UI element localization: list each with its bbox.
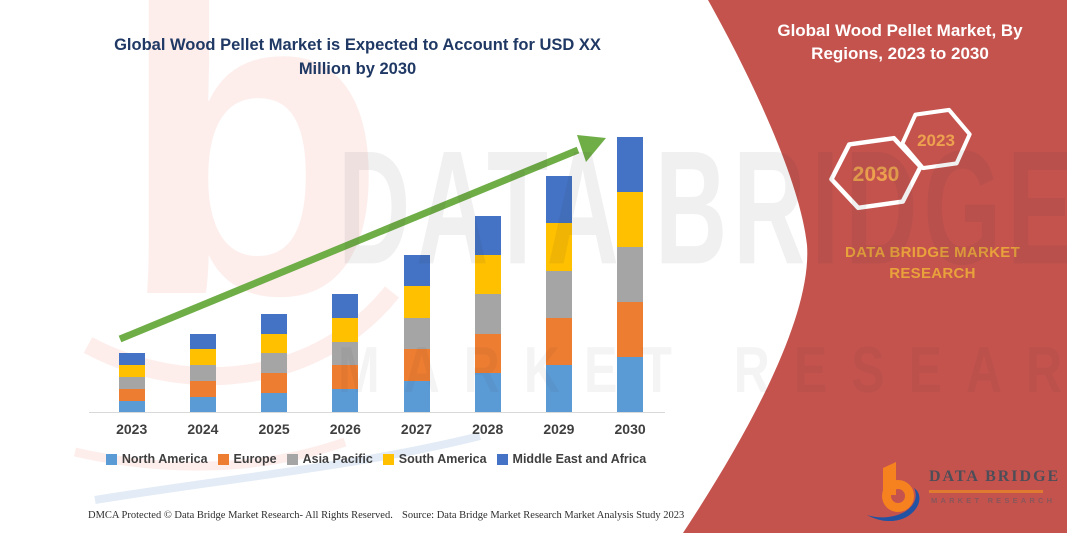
x-axis-label: 2028 [472,421,504,437]
bar-segment-asia-pacific [261,353,288,374]
bar-segment-north-america [189,396,216,413]
legend-item: South America [382,452,487,466]
x-axis-label: 2023 [116,421,148,437]
x-axis-label: 2027 [400,421,433,437]
legend-swatch [496,453,508,465]
bar-segment-middle-east-and-africa [617,136,644,192]
x-axis-label: 2030 [614,421,646,437]
bar-segment-europe [332,365,359,389]
year-hexagon-badges: 2030 2023 [829,107,972,211]
bar-segment-middle-east-and-africa [474,215,501,255]
logo-sub-text: MARKET RESEARCH [931,496,1056,505]
bar-segment-south-america [403,286,430,318]
chart-title: Global Wood Pellet Market is Expected to… [85,33,630,81]
bar-segment-north-america [332,388,359,413]
logo-b-icon [867,462,920,521]
bar-segment-south-america [617,191,644,248]
bar-segment-middle-east-and-africa [261,314,288,334]
bar-segment-asia-pacific [545,270,572,318]
bar-segment-south-america [332,317,359,342]
x-axis-label: 2025 [258,421,290,437]
legend-swatch [105,453,117,465]
legend-item: North America [105,452,208,466]
bar-segment-south-america [118,365,145,378]
bar-segment-south-america [189,349,216,366]
hexagon-2023 [900,107,972,171]
bar-segment-asia-pacific [332,341,359,366]
legend-item: Europe [217,452,277,466]
data-bridge-logo: DATA BRIDGE MARKET RESEARCH [865,455,1058,525]
bar-segment-middle-east-and-africa [189,333,216,350]
footer-source-text: Source: Data Bridge Market Research Mark… [402,510,685,521]
legend-label: Asia Pacific [302,452,373,466]
x-axis-label: 2026 [329,421,361,437]
brand-wordmark-text: DATA BRIDGE MARKET RESEARCH [844,244,1021,282]
bar-segment-south-america [261,333,288,354]
hexagon-2030-label: 2030 [853,163,900,186]
legend-item: Asia Pacific [286,452,373,466]
bar-segment-middle-east-and-africa [332,294,359,318]
bar-segment-south-america [474,254,501,295]
chart-legend: North America Europe Asia Pacific South Ame… [85,452,667,466]
bar-segment-asia-pacific [118,377,145,389]
legend-label: Europe [233,452,277,466]
bar-segment-middle-east-and-africa [403,254,430,287]
bar-segment-north-america [118,400,145,413]
bar-segment-europe [403,349,430,381]
bar-segment-north-america [474,373,501,413]
legend-swatch [382,453,394,465]
x-axis-line [89,412,665,413]
footer-dmca-text: DMCA Protected © Data Bridge Market Rese… [88,510,393,521]
bar-segment-middle-east-and-africa [118,353,145,366]
logo-name-text: DATA BRIDGE [929,468,1061,485]
legend-swatch [286,453,298,465]
bar-segment-asia-pacific [474,294,501,334]
legend-label: South America [398,452,487,466]
panel-title-line1: Global Wood Pellet Market, By [777,21,1023,40]
legend-label: Middle East and Africa [512,452,647,466]
chart-title-line2: Million by 2030 [298,60,417,78]
logo-underline [929,490,1043,493]
bar-segment-europe [617,302,644,358]
bar-segment-north-america [261,392,288,413]
bar-segment-north-america [403,380,430,413]
bar-segment-europe [261,373,288,393]
x-axis-label: 2024 [187,421,219,437]
legend-item: Middle East and Africa [496,452,647,466]
panel-title: Global Wood Pellet Market, By Regions, 2… [755,19,1045,65]
bar-segment-north-america [545,365,572,413]
bar-segment-europe [118,388,145,401]
x-axis-label: 2029 [543,421,575,437]
bar-segment-asia-pacific [189,365,216,381]
bar-segment-south-america [545,223,572,271]
legend-label: North America [121,452,208,466]
bar-segment-middle-east-and-africa [545,176,572,224]
hexagon-2023-label: 2023 [917,131,955,150]
bar-segment-asia-pacific [617,247,644,303]
bar-segment-europe [545,317,572,366]
hexagon-2030 [829,135,923,211]
chart-title-line1: Global Wood Pellet Market is Expected to… [114,36,601,54]
bar-segment-europe [189,380,216,397]
bar-segment-asia-pacific [403,317,430,350]
panel-title-line2: Regions, 2023 to 2030 [811,44,989,63]
bar-segment-europe [474,333,501,374]
legend-swatch [217,453,229,465]
bar-segment-north-america [617,357,644,413]
